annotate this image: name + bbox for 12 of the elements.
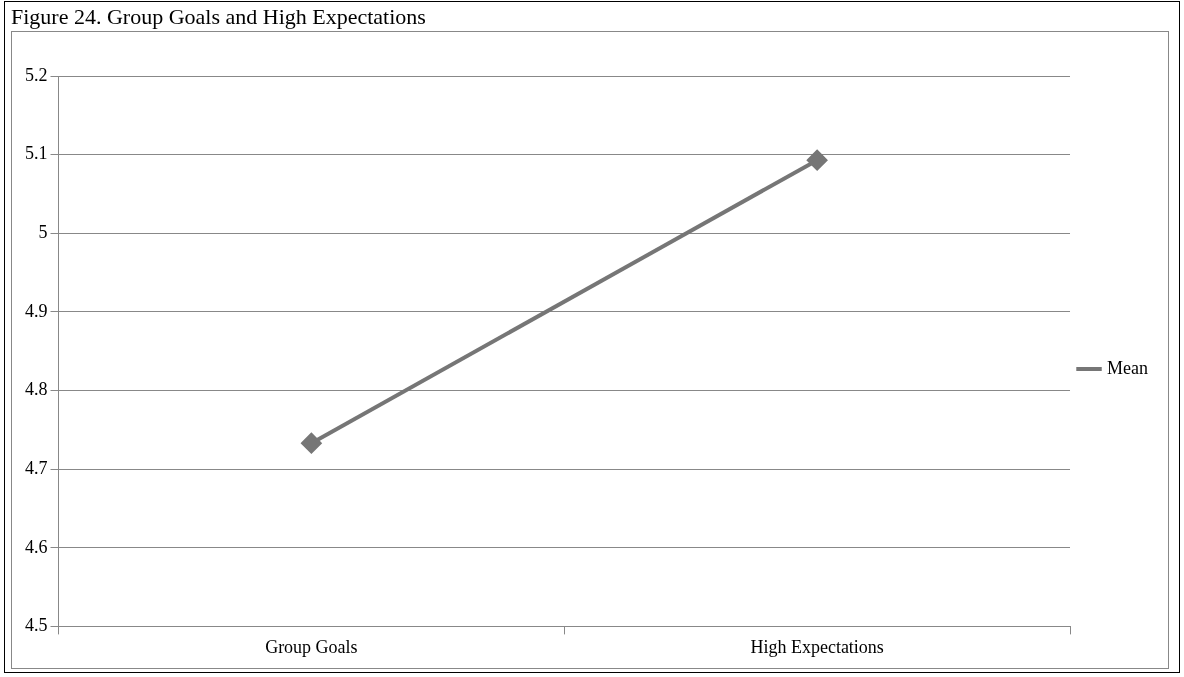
- y-tick-label: 4.9: [25, 300, 48, 321]
- y-tick-label: 5: [38, 221, 48, 242]
- y-tick-label: 4.8: [25, 379, 48, 400]
- x-tick-label: Group Goals: [265, 636, 358, 657]
- x-tick-label: High Expectations: [750, 636, 884, 657]
- legend-label: Mean: [1107, 357, 1148, 378]
- y-tick-label: 5.2: [25, 64, 48, 85]
- chart-title: Figure 24. Group Goals and High Expectations: [11, 4, 426, 30]
- y-tick-label: 4.6: [25, 536, 48, 557]
- y-tick-label: 4.5: [25, 615, 48, 636]
- y-tick-label: 5.1: [25, 143, 48, 164]
- y-tick-label: 4.7: [25, 457, 48, 478]
